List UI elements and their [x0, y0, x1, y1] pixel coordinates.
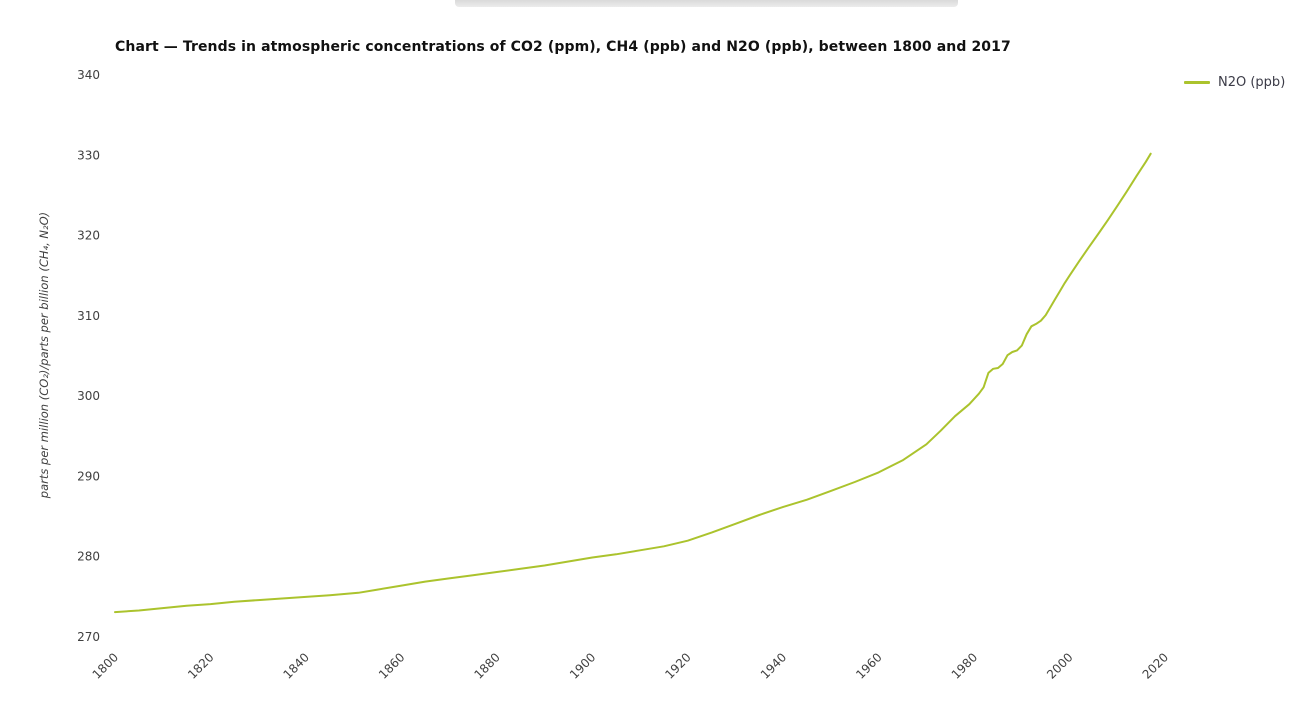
legend-line-swatch — [1184, 81, 1210, 84]
x-tick-label: 1820 — [185, 650, 216, 681]
x-tick-label: 1920 — [662, 650, 693, 681]
x-tick-label: 1960 — [853, 650, 884, 681]
x-tick-label: 1860 — [376, 650, 407, 681]
chart-title: Chart — Trends in atmospheric concentrat… — [115, 39, 1011, 55]
legend-label: N2O (ppb) — [1218, 75, 1286, 90]
n2o-series-line[interactable] — [114, 152, 1152, 614]
x-tick-label: 1800 — [90, 650, 121, 681]
partial-overlay-bar — [455, 0, 958, 7]
y-tick-label: 300 — [77, 389, 100, 403]
y-tick-label: 280 — [77, 550, 100, 564]
y-tick-label: 290 — [77, 469, 100, 483]
legend-item-n2o[interactable]: N2O (ppb) — [1184, 75, 1285, 90]
y-axis-title: parts per million (CO₂)/parts per billio… — [37, 211, 51, 499]
y-tick-label: 340 — [77, 68, 100, 82]
x-tick-label: 1940 — [758, 650, 789, 681]
x-tick-label: 1880 — [471, 650, 502, 681]
y-tick-label: 320 — [77, 229, 100, 243]
x-tick-label: 1980 — [949, 650, 980, 681]
y-tick-label: 330 — [77, 148, 100, 162]
x-tick-label: 1900 — [567, 650, 598, 681]
y-tick-label: 270 — [77, 630, 100, 644]
x-tick-label: 2000 — [1044, 650, 1075, 681]
y-tick-label: 310 — [77, 309, 100, 323]
x-tick-label: 2020 — [1140, 650, 1171, 681]
x-tick-label: 1840 — [281, 650, 312, 681]
